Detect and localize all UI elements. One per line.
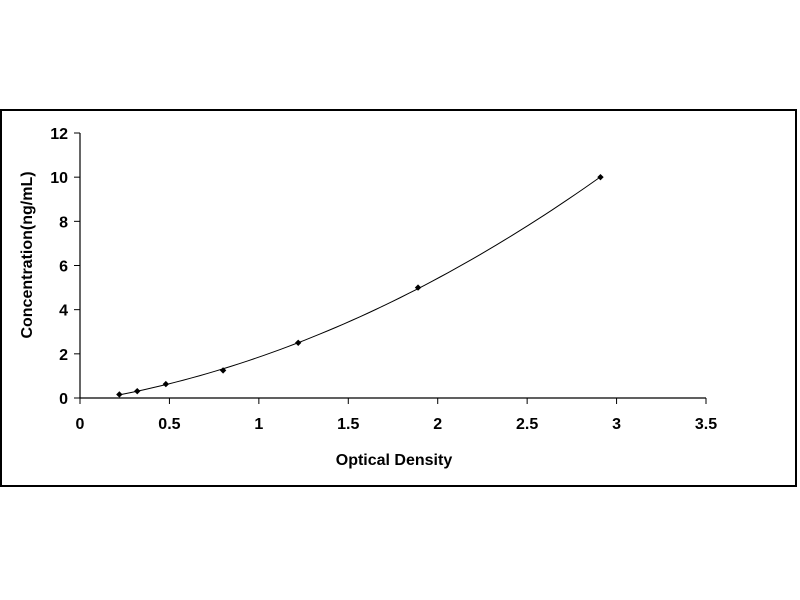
data-point-1	[134, 387, 141, 395]
tick-labels-layer: 0 0.5 1 1.5 2 2.5 3 3.5 0 2 4 6 8 10 12	[50, 126, 717, 433]
x-tick-label: 1	[254, 416, 263, 433]
x-tick-label: 3.5	[695, 416, 717, 433]
x-tick-label: 1.5	[337, 416, 359, 433]
data-point-0	[116, 391, 123, 398]
data-points-layer	[116, 173, 604, 398]
data-point-3	[219, 367, 227, 374]
y-tick-label: 12	[50, 126, 68, 143]
trend-curve	[119, 176, 601, 396]
trend-curve-layer	[119, 176, 601, 396]
data-point-5	[414, 284, 422, 291]
y-tick-label: 6	[59, 259, 68, 276]
y-tick-label: 0	[59, 391, 68, 408]
x-tick-label: 2.5	[516, 416, 538, 433]
y-tick-label: 2	[59, 347, 68, 364]
y-tick-label: 4	[59, 303, 68, 320]
x-tick-label: 3	[612, 416, 621, 433]
data-point-4	[295, 339, 302, 346]
y-axis-title: Concentration(ng/mL)	[19, 171, 36, 338]
y-tick-label: 8	[59, 214, 68, 231]
data-point-2	[162, 380, 170, 388]
x-tick-label: 2	[433, 416, 442, 433]
y-tick-label: 10	[50, 170, 68, 187]
data-point-6	[597, 173, 604, 181]
x-tick-label: 0	[76, 416, 85, 433]
x-tick-label: 0.5	[158, 416, 180, 433]
axes	[74, 132, 707, 404]
x-axis-title: Optical Density	[336, 452, 453, 469]
